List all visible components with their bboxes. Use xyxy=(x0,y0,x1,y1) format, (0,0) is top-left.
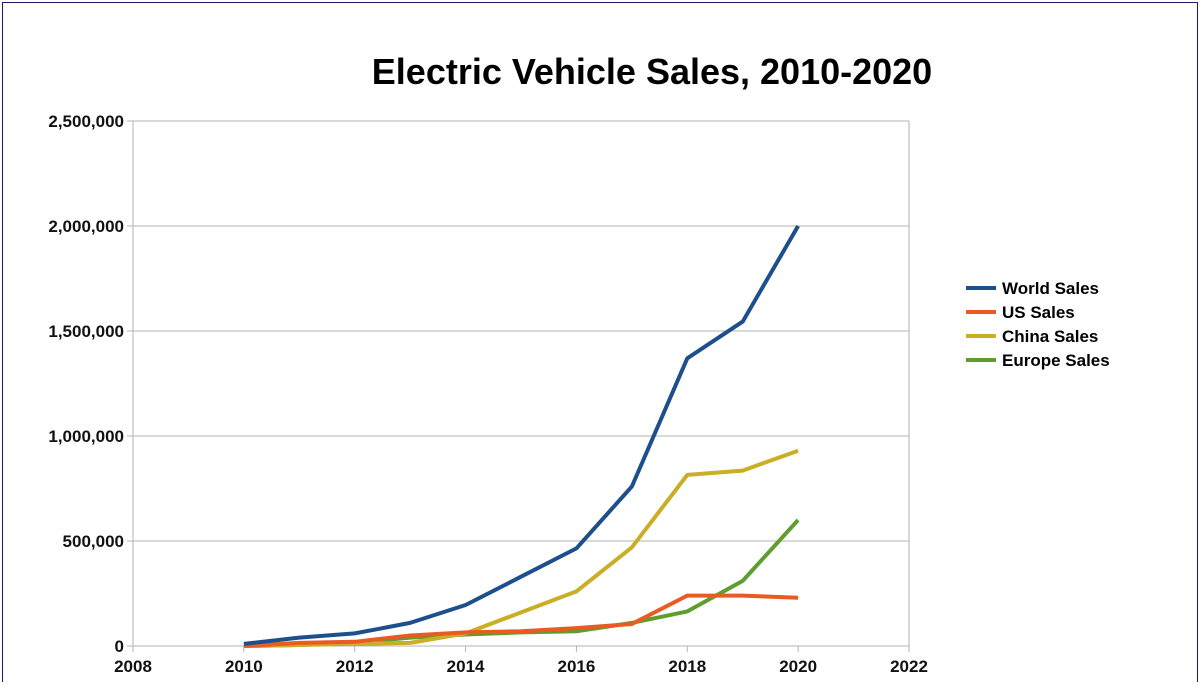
x-tick-label: 2018 xyxy=(668,657,706,676)
x-tick-label: 2022 xyxy=(890,657,928,676)
x-tick-label: 2010 xyxy=(225,657,263,676)
series-line-europe-sales xyxy=(243,518,800,648)
x-tick-label: 2008 xyxy=(114,657,152,676)
series-line-us-sales xyxy=(243,593,799,648)
legend-label-us-sales: US Sales xyxy=(1002,303,1075,322)
y-tick-label: 2,500,000 xyxy=(48,112,124,131)
gridlines xyxy=(127,120,910,652)
series-line-china-sales xyxy=(243,448,799,648)
y-tick-label: 2,000,000 xyxy=(48,217,124,236)
y-tick-label: 1,500,000 xyxy=(48,322,124,341)
chart-title: Electric Vehicle Sales, 2010-2020 xyxy=(372,51,932,92)
y-tick-label: 0 xyxy=(115,637,124,656)
x-tick-label: 2012 xyxy=(336,657,374,676)
legend-label-world-sales: World Sales xyxy=(1002,279,1099,298)
y-tick-label: 1,000,000 xyxy=(48,427,124,446)
legend: World Sales US Sales China Sales Europe Sal… xyxy=(966,279,1110,370)
y-tick-label: 500,000 xyxy=(63,532,124,551)
y-axis-ticks: 0 500,000 1,000,000 1,500,000 2,000,000 2,500… xyxy=(48,112,124,656)
x-tick-label: 2020 xyxy=(779,657,817,676)
x-axis-ticks: 2008 2010 2012 2014 2016 2018 2020 2022 xyxy=(114,657,928,676)
legend-label-europe-sales: Europe Sales xyxy=(1002,351,1110,370)
series-lines xyxy=(243,224,800,648)
series-line-world-sales xyxy=(243,224,800,646)
legend-label-china-sales: China Sales xyxy=(1002,327,1098,346)
x-tick-label: 2014 xyxy=(447,657,485,676)
x-tick-label: 2016 xyxy=(558,657,596,676)
